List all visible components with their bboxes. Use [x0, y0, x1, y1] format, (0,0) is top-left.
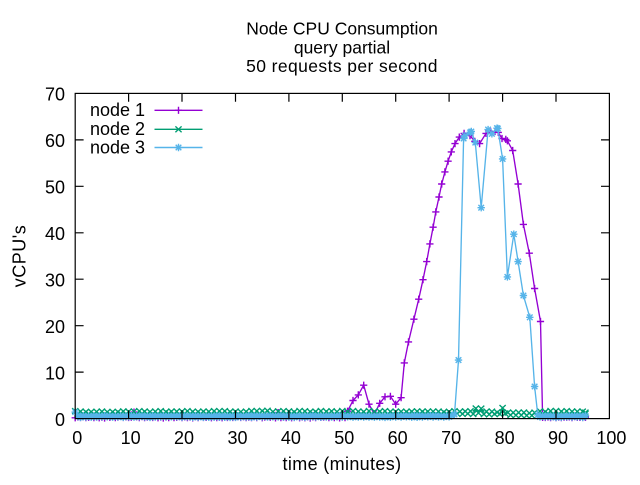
svg-text:50: 50 — [45, 178, 65, 198]
svg-text:query partial: query partial — [294, 37, 390, 57]
svg-text:node 2: node 2 — [90, 119, 145, 139]
svg-text:20: 20 — [45, 317, 65, 337]
svg-text:node 1: node 1 — [90, 100, 145, 120]
svg-text:Node CPU Consumption: Node CPU Consumption — [246, 19, 438, 39]
svg-text:vCPU's: vCPU's — [10, 225, 30, 287]
svg-text:20: 20 — [174, 428, 194, 448]
svg-text:60: 60 — [45, 131, 65, 151]
svg-text:0: 0 — [72, 428, 82, 448]
svg-text:10: 10 — [121, 428, 141, 448]
svg-text:30: 30 — [227, 428, 247, 448]
svg-text:0: 0 — [55, 410, 65, 430]
svg-text:60: 60 — [388, 428, 408, 448]
svg-text:90: 90 — [548, 428, 568, 448]
svg-text:40: 40 — [281, 428, 301, 448]
svg-text:50 requests per second: 50 requests per second — [246, 56, 438, 76]
svg-text:70: 70 — [441, 428, 461, 448]
svg-text:30: 30 — [45, 271, 65, 291]
svg-text:40: 40 — [45, 224, 65, 244]
svg-text:node 3: node 3 — [90, 137, 145, 157]
svg-text:70: 70 — [45, 85, 65, 105]
svg-text:10: 10 — [45, 363, 65, 383]
svg-text:100: 100 — [596, 428, 626, 448]
svg-text:80: 80 — [495, 428, 515, 448]
svg-text:time (minutes): time (minutes) — [283, 454, 402, 474]
svg-text:50: 50 — [334, 428, 354, 448]
